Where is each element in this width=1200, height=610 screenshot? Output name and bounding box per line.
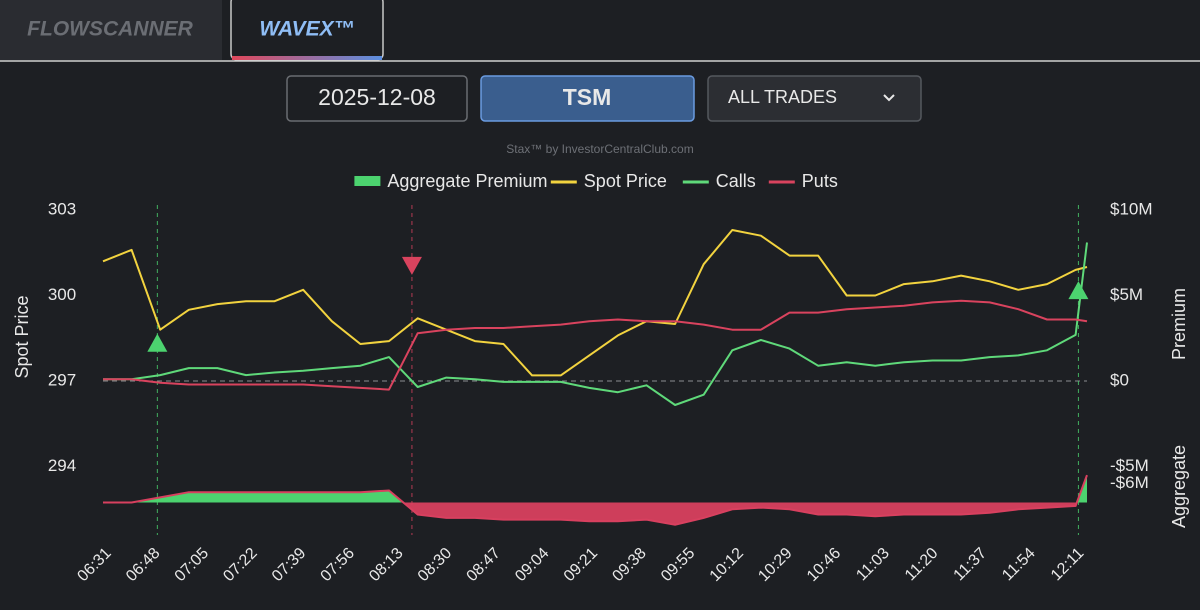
tab-underline — [232, 56, 382, 60]
y-tick-label: 303 — [48, 199, 76, 218]
area-positive — [103, 475, 1087, 503]
y2-tick-label: $10M — [1110, 199, 1153, 218]
area-negative — [103, 502, 1087, 525]
y-tick-label: 294 — [48, 456, 76, 475]
date-text[interactable]: 2025-12-08 — [318, 84, 436, 110]
symbol-text[interactable]: TSM — [563, 84, 612, 110]
symbol-button[interactable] — [480, 75, 695, 122]
y2-tick-label: -$5M — [1110, 456, 1149, 475]
series-line — [102, 229, 1088, 377]
watermark: Stax™ by InvestorCentralClub.com — [506, 142, 693, 156]
legend-label: Aggregate Premium — [387, 171, 547, 191]
signal-marker — [401, 256, 422, 275]
legend-swatch — [354, 176, 381, 186]
y-axis-title: Spot Price — [12, 295, 32, 378]
chevron — [883, 94, 895, 102]
legend-item: Calls — [682, 171, 756, 191]
y-tick-label: 300 — [48, 285, 76, 304]
legend-item: Aggregate Premium — [354, 171, 547, 191]
y2-tick-label: -$6M — [1110, 473, 1149, 492]
legend-item: Spot Price — [550, 171, 667, 191]
signal-marker — [147, 333, 168, 352]
tab-inactive[interactable] — [0, 0, 222, 60]
tab-label[interactable]: WAVEX™ — [259, 18, 354, 41]
tab-label[interactable]: FLOWSCANNER — [27, 18, 193, 41]
date-input[interactable] — [286, 75, 468, 122]
signal-marker — [1068, 281, 1089, 300]
area-line — [103, 474, 1088, 526]
legend-label: Spot Price — [584, 171, 667, 191]
legend-item: Puts — [768, 171, 838, 191]
filter-text[interactable]: ALL TRADES — [728, 87, 837, 107]
y2-tick-label: $5M — [1110, 285, 1143, 304]
y2-tick-label: $0 — [1110, 371, 1129, 390]
filter-dropdown[interactable] — [707, 75, 922, 122]
legend-label: Calls — [716, 171, 756, 191]
series-line — [103, 299, 1088, 391]
y2-axis-title: Aggregate Premium — [1169, 288, 1189, 528]
legend-label: Puts — [802, 171, 838, 191]
series-line — [103, 242, 1088, 406]
y-tick-label: 297 — [48, 371, 76, 390]
